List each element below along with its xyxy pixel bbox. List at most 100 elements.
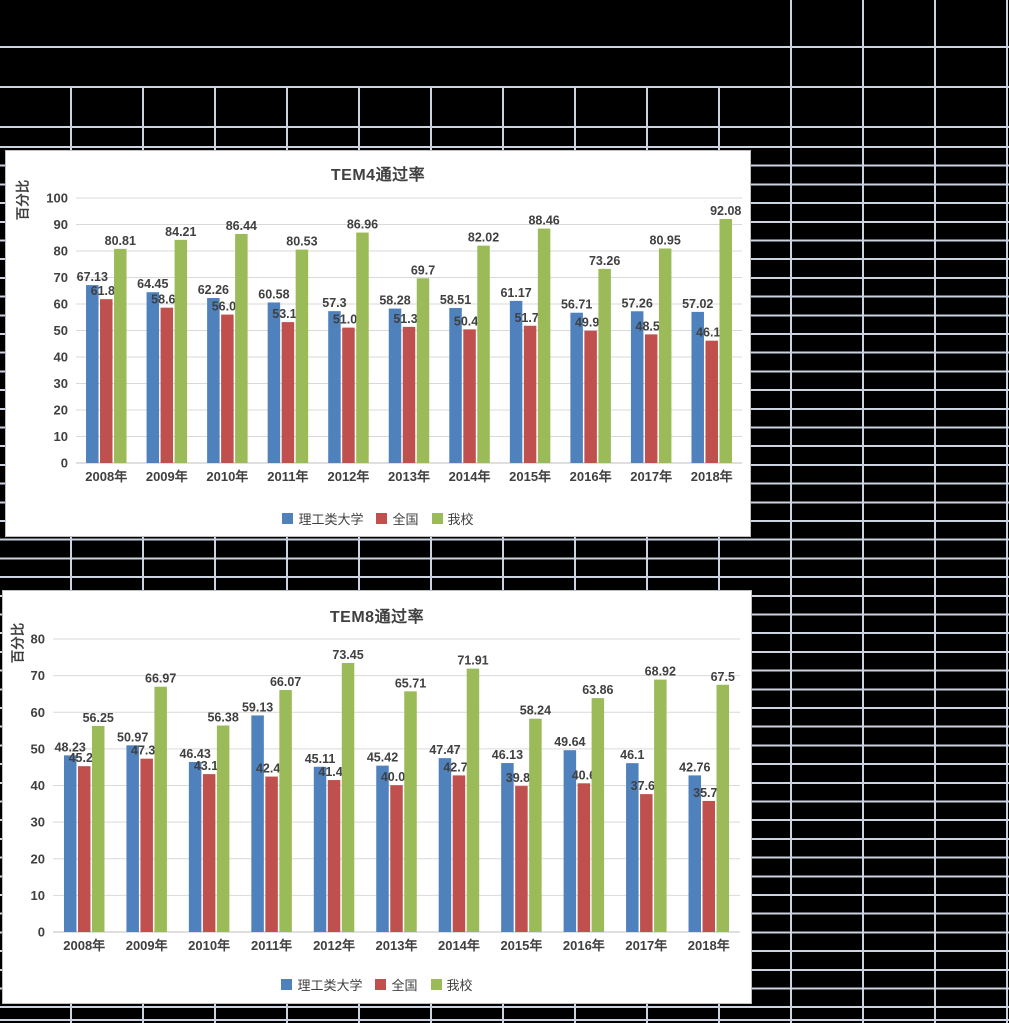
bar[interactable] [188, 761, 202, 932]
bar[interactable] [174, 239, 188, 463]
bar[interactable] [537, 228, 551, 463]
bar[interactable] [281, 322, 295, 463]
bar[interactable] [376, 765, 389, 932]
bar[interactable] [702, 800, 716, 932]
legend-item[interactable]: 理工类大学 [281, 975, 362, 994]
legend-swatch-icon [281, 979, 293, 990]
x-category-label: 2013年 [376, 938, 418, 953]
bar[interactable] [267, 302, 281, 463]
value-label: 49.64 [554, 735, 585, 749]
bar[interactable] [449, 307, 462, 463]
bar[interactable] [342, 327, 355, 463]
bar[interactable] [570, 312, 583, 463]
bar[interactable] [463, 329, 476, 463]
value-label: 80.95 [650, 233, 681, 247]
bar[interactable] [705, 340, 718, 463]
bar[interactable] [221, 314, 234, 463]
chart-title: TEM4通过率 [330, 167, 426, 184]
bar[interactable] [207, 298, 220, 463]
bar[interactable] [654, 679, 667, 932]
bar[interactable] [658, 248, 672, 463]
legend-label: 全国 [391, 978, 418, 993]
bar[interactable] [598, 268, 611, 463]
bar[interactable] [529, 718, 542, 932]
bar[interactable] [563, 750, 577, 932]
chart-legend[interactable]: 理工类大学 全国 我校 [6, 509, 750, 528]
bar[interactable] [154, 686, 167, 932]
bar[interactable] [477, 245, 490, 463]
value-label: 62.26 [198, 283, 229, 297]
bar[interactable] [341, 662, 355, 932]
legend-item[interactable]: 我校 [431, 509, 474, 528]
value-label: 56.71 [561, 298, 592, 312]
bar[interactable] [356, 232, 369, 463]
bar[interactable] [251, 715, 264, 932]
bar[interactable] [265, 776, 278, 932]
bar[interactable] [452, 775, 466, 932]
bar[interactable] [390, 785, 403, 932]
y-tick-label: 0 [38, 925, 45, 940]
value-label: 69.7 [411, 263, 435, 277]
y-tick-label: 50 [31, 741, 45, 756]
bar[interactable] [160, 307, 174, 463]
tem8-chart-object[interactable]: TEM8通过率 百分比 0 10 20 30 40 50 60 70 80 2008年 48.23 4… [2, 590, 752, 1004]
bar[interactable] [402, 326, 416, 463]
legend-item[interactable]: 我校 [430, 975, 473, 994]
bar[interactable] [202, 774, 216, 932]
bar[interactable] [313, 766, 327, 932]
bar[interactable] [691, 311, 704, 463]
legend-item[interactable]: 理工类大学 [282, 509, 363, 528]
bar[interactable] [404, 691, 417, 932]
bar[interactable] [140, 758, 153, 932]
bar[interactable] [126, 745, 139, 932]
plot-area: 01020304050607080901002008年67.1361.8380.… [46, 191, 742, 484]
bar[interactable] [640, 794, 653, 932]
bar[interactable] [688, 775, 702, 932]
bar[interactable] [630, 311, 644, 463]
y-tick-label: 60 [31, 705, 45, 720]
legend-item[interactable]: 全国 [376, 509, 419, 528]
bar[interactable] [416, 278, 430, 463]
y-tick-label: 30 [31, 815, 45, 830]
bar[interactable] [235, 233, 248, 463]
bar[interactable] [328, 311, 341, 463]
bar[interactable] [91, 725, 105, 932]
bar[interactable] [86, 285, 99, 463]
legend-item[interactable]: 全国 [375, 975, 418, 994]
bar[interactable] [295, 249, 309, 463]
bar[interactable] [591, 698, 605, 932]
value-label: 63.86 [582, 683, 613, 697]
bar[interactable] [501, 763, 514, 932]
bar[interactable] [644, 334, 658, 463]
chart-legend[interactable]: 理工类大学 全国 我校 [3, 975, 751, 994]
bar[interactable] [388, 308, 402, 463]
bar[interactable] [719, 218, 732, 463]
bar[interactable] [327, 780, 341, 932]
bar[interactable] [114, 248, 127, 463]
bar[interactable] [584, 330, 597, 463]
bar[interactable] [716, 684, 730, 932]
grid-line [0, 46, 1009, 48]
bar[interactable] [146, 292, 160, 463]
bar[interactable] [515, 786, 528, 932]
value-label: 60.58 [258, 287, 289, 301]
bar[interactable] [438, 758, 452, 932]
tem4-chart-object[interactable]: TEM4通过率 百分比 0 10 20 30 40 50 60 70 80 90 100 2008年 6… [5, 150, 751, 537]
y-tick-label: 50 [54, 323, 68, 338]
value-label: 64.45 [137, 277, 168, 291]
y-tick-label: 70 [54, 270, 68, 285]
bar[interactable] [523, 325, 537, 463]
bar[interactable] [466, 668, 480, 932]
bar[interactable] [100, 299, 113, 463]
bar[interactable] [216, 725, 230, 932]
x-category-label: 2014年 [449, 469, 491, 484]
value-label: 45.42 [367, 751, 398, 765]
bar[interactable] [509, 300, 523, 463]
y-tick-label: 0 [61, 456, 68, 471]
bar[interactable] [279, 690, 292, 932]
bar[interactable] [77, 766, 91, 932]
bar[interactable] [63, 755, 77, 932]
bar[interactable] [626, 763, 639, 932]
x-category-label: 2012年 [313, 938, 355, 953]
bar[interactable] [577, 783, 591, 932]
